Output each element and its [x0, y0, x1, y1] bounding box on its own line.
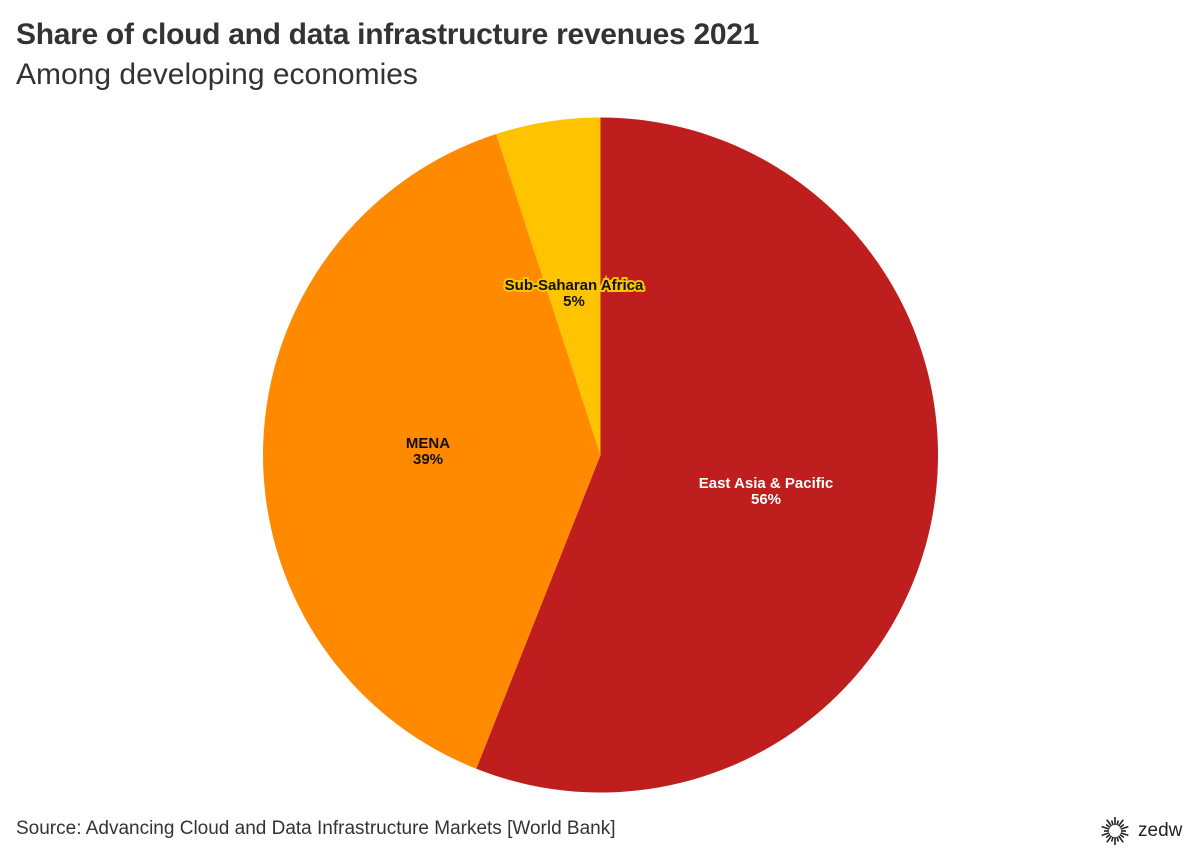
pie-slice-1: [263, 134, 601, 769]
slice-label-0: East Asia & Pacific: [699, 475, 834, 492]
slice-label-2: Sub-Saharan Africa: [505, 277, 644, 294]
brand-logo: zedw: [1098, 814, 1182, 848]
slice-label-1: MENA: [406, 435, 450, 452]
pie-slice-0: [476, 117, 939, 793]
slice-value-2: 5%: [563, 293, 585, 310]
chart-title: Share of cloud and data infrastructure r…: [16, 18, 759, 51]
slice-value-0: 56%: [751, 491, 781, 508]
pie-slice-2: [496, 117, 601, 455]
slice-value-1: 39%: [413, 451, 443, 468]
chart-subtitle: Among developing economies: [16, 58, 418, 91]
logo-text: zedw: [1138, 820, 1183, 841]
source-note: Source: Advancing Cloud and Data Infrast…: [16, 818, 616, 839]
sunburst-icon: [1101, 817, 1129, 845]
